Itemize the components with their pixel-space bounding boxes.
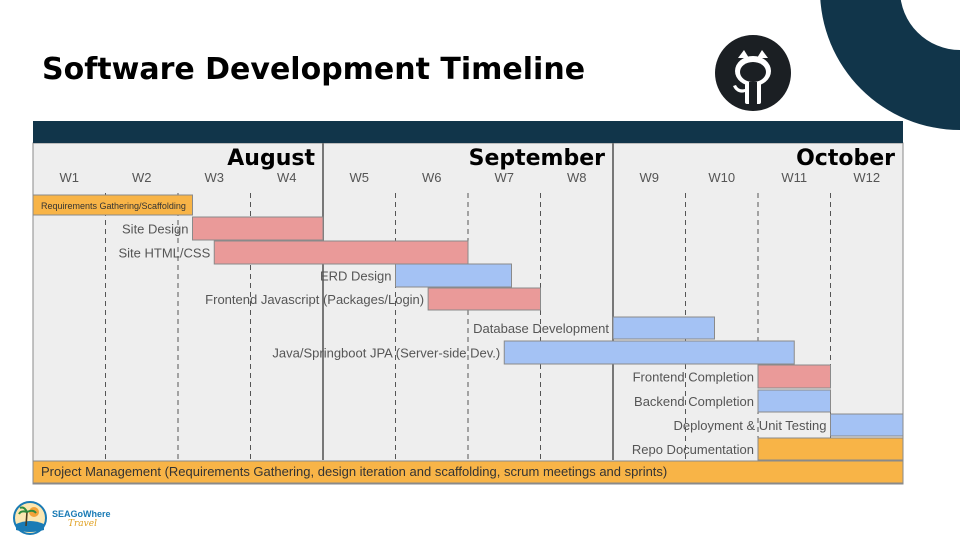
task-label: Project Management (Requirements Gatheri… [41,464,667,479]
task-label: Frontend Completion [633,370,754,385]
task-bar [757,364,831,389]
brand-name: SEAGoWhere [52,509,111,519]
month-label: October [796,146,895,171]
task-label: Database Development [473,321,609,336]
month-label: August [227,146,315,171]
task-bar [213,240,469,265]
task-bar [32,194,193,216]
task-bar [612,316,715,340]
week-label: W11 [781,170,807,185]
task-label: Frontend Javascript (Packages/Login) [205,292,424,307]
task-label: Deployment & Unit Testing [674,418,827,433]
week-label: W5 [350,170,370,185]
task-bar [503,340,795,365]
task-label: Java/Springboot JPA (Server-side Dev.) [272,346,500,361]
task-label: ERD Design [320,269,392,284]
task-label: Repo Documentation [632,442,754,457]
week-label: W2 [132,170,152,185]
week-label: W12 [853,170,880,185]
week-label: W9 [640,170,660,185]
month-label: September [469,146,606,171]
task-bar [757,437,904,461]
week-label: W8 [567,170,587,185]
task-label: Site Design [122,222,188,237]
brand-logo [13,501,47,535]
chart-header-band [33,121,903,143]
task-label: Requirements Gathering/Scaffolding [41,201,186,211]
task-bar [395,263,512,288]
week-label: W1 [60,170,80,185]
task-bar [757,389,831,413]
task-bar [32,460,904,484]
task-label: Backend Completion [634,394,754,409]
week-label: W3 [205,170,225,185]
week-label: W4 [277,170,297,185]
task-bar [192,216,324,241]
brand-tagline: Travel [68,519,97,529]
task-bar [830,413,904,437]
task-label: Site HTML/CSS [119,246,211,261]
week-label: W10 [708,170,735,185]
week-label: W7 [495,170,515,185]
week-label: W6 [422,170,442,185]
task-bar [427,287,541,311]
slide-title: Software Development Timeline [42,52,586,87]
github-icon [715,35,791,111]
